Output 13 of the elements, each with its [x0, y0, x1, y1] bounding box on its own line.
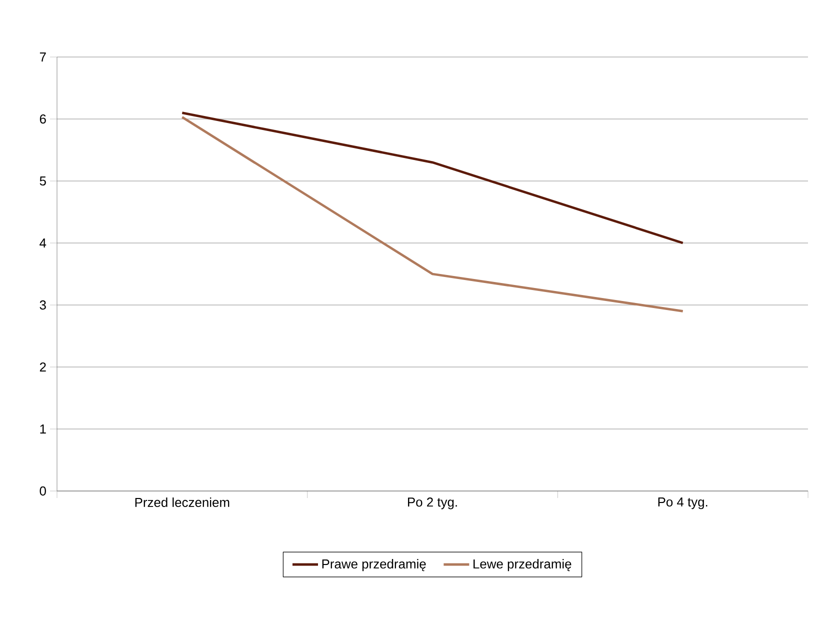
y-tick-label: 5: [40, 176, 46, 186]
y-tick-label: 1: [40, 424, 46, 434]
y-tick-label: 3: [40, 300, 46, 310]
legend-label: Lewe przedramię: [474, 559, 572, 572]
x-tick-label: Po 4 tyg.: [658, 498, 708, 510]
y-tick-label: 4: [40, 238, 46, 248]
y-tick-label: 6: [40, 114, 46, 124]
x-tick-label: Przed leczeniem: [135, 498, 230, 508]
legend-label: Prawe przedramię: [322, 559, 426, 572]
y-tick-label: 7: [40, 52, 46, 62]
x-tick-label: Po 2 tyg.: [408, 498, 457, 510]
y-tick-label: 2: [40, 362, 46, 372]
y-tick-label: 0: [40, 486, 46, 496]
